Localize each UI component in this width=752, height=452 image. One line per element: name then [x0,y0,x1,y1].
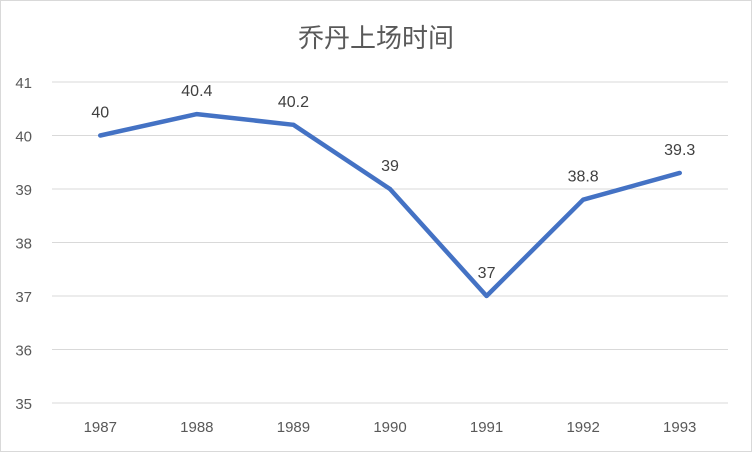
x-tick-label: 1988 [180,419,213,436]
data-label: 37 [478,265,496,282]
y-tick-label: 36 [15,343,32,360]
data-point [581,197,586,202]
x-tick-label: 1990 [373,419,406,436]
y-tick-label: 37 [15,289,32,306]
data-point [291,122,296,127]
data-point [98,133,103,138]
chart-title: 乔丹上场时间 [297,23,454,53]
data-point [484,294,489,298]
data-label: 39 [381,158,399,175]
data-label: 40.2 [278,94,309,111]
data-label: 39.3 [664,142,695,159]
y-tick-label: 39 [15,182,32,199]
x-tick-label: 1989 [277,419,310,436]
y-tick-label: 38 [15,236,32,253]
y-tick-label: 35 [15,396,32,413]
data-label: 40.4 [181,83,212,100]
y-tick-label: 41 [15,75,32,92]
x-tick-label: 1992 [566,419,599,436]
data-label: 38.8 [568,169,599,186]
data-point [194,112,199,117]
x-tick-label: 1991 [470,419,503,436]
data-label: 40 [91,105,109,122]
data-point [388,187,392,191]
x-tick-label: 1987 [84,419,117,436]
series-line [98,111,682,299]
y-tick-label: 40 [15,129,32,146]
data-point [677,170,682,175]
x-tick-label: 1993 [663,419,696,436]
